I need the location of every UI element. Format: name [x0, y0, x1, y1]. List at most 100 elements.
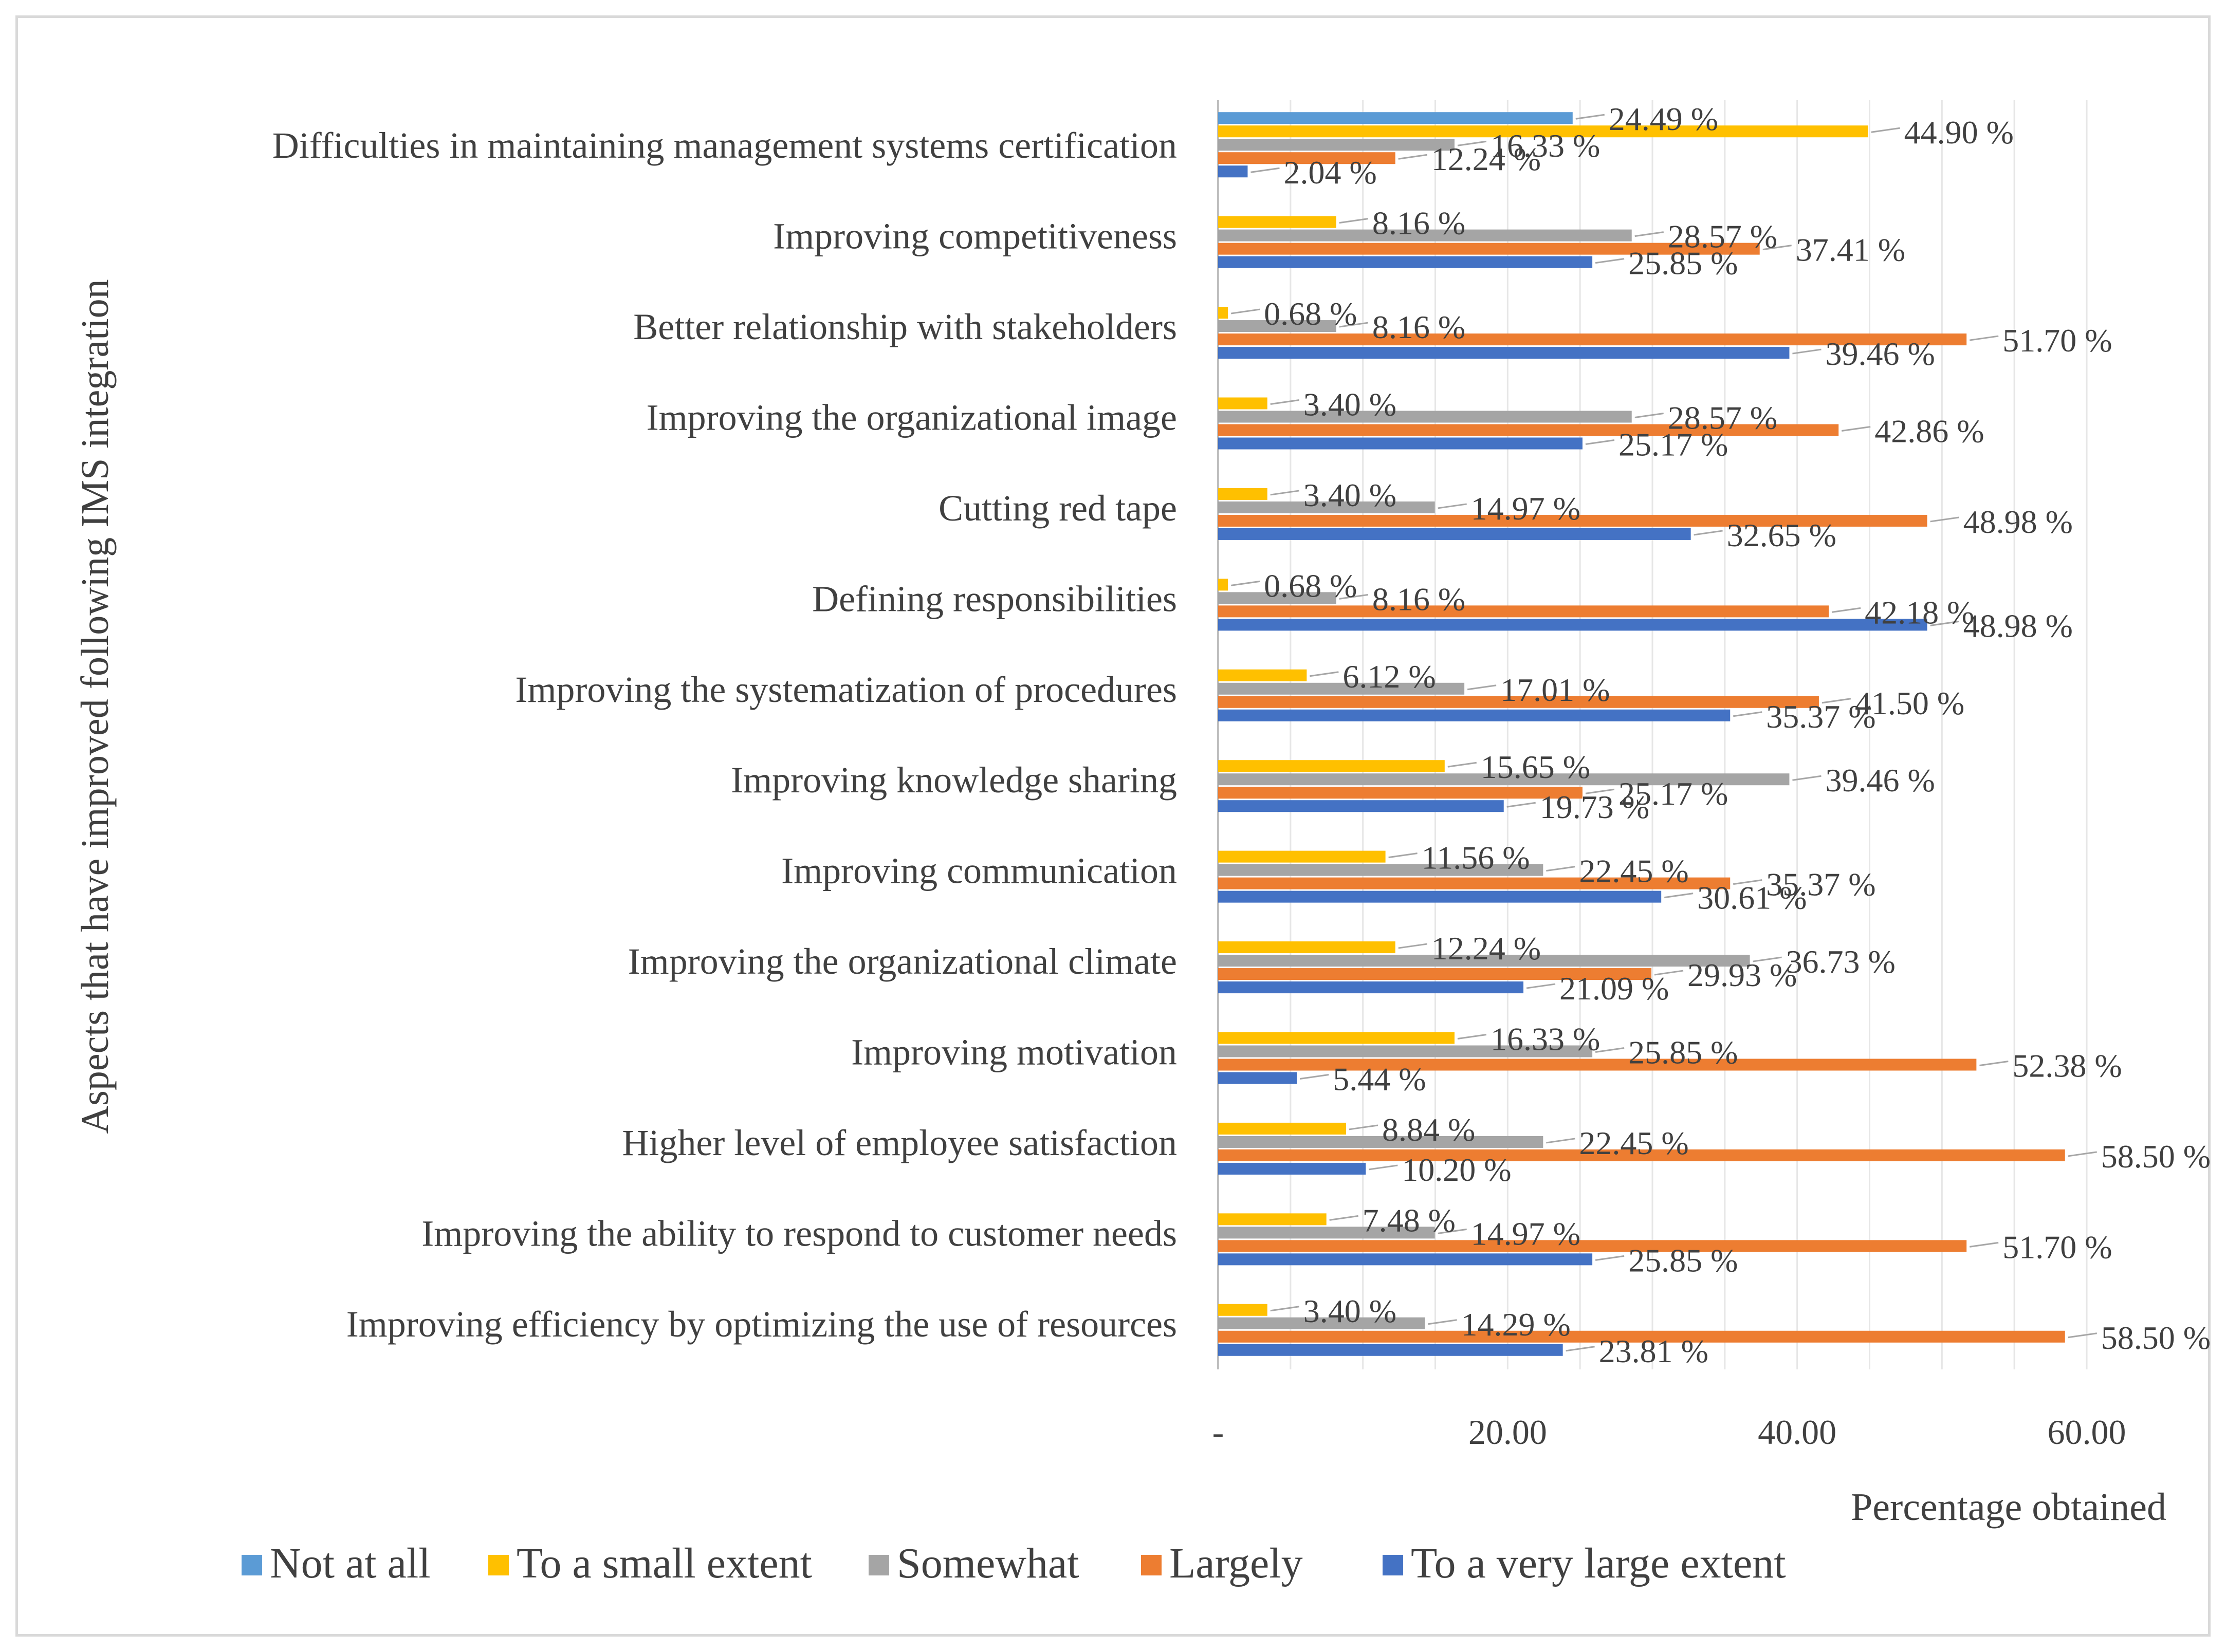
category-label: Improving the organizational climate: [628, 941, 1177, 982]
category-label: Improving communication: [781, 850, 1177, 892]
leader-line: [1300, 1074, 1329, 1080]
data-label: 44.90 %: [1904, 114, 2014, 151]
data-label: 51.70 %: [2002, 322, 2112, 359]
bar: [1218, 1213, 1327, 1226]
bar: [1218, 1149, 2065, 1161]
bar: [1218, 125, 1868, 138]
data-label: 35.37 %: [1766, 698, 1875, 735]
leader-line: [2068, 1151, 2097, 1157]
leader-line: [1270, 490, 1299, 496]
legend-swatch: [869, 1555, 889, 1575]
data-label: 39.46 %: [1825, 336, 1935, 372]
leader-line: [1970, 335, 1999, 341]
data-label: 32.65 %: [1727, 517, 1836, 553]
category-label: Difficulties in maintaining management s…: [272, 125, 1177, 166]
category-label: Higher level of employee satisfaction: [622, 1122, 1177, 1163]
category-label: Improving motivation: [851, 1032, 1177, 1073]
bar: [1218, 850, 1386, 863]
category-label: Improving the ability to respond to cust…: [421, 1213, 1177, 1254]
leader-line: [1339, 322, 1369, 328]
category-label: Improving competitiveness: [773, 216, 1177, 257]
bar: [1218, 1136, 1543, 1148]
leader-line: [1595, 258, 1625, 264]
x-tick-label: 60.00: [2048, 1413, 2126, 1452]
leader-line: [1822, 698, 1851, 704]
data-label: 8.16 %: [1372, 205, 1465, 242]
leader-line: [1634, 413, 1664, 418]
data-label: 35.37 %: [1766, 866, 1875, 903]
leader-line: [1733, 711, 1762, 717]
data-label: 8.16 %: [1372, 309, 1465, 345]
data-label: 5.44 %: [1333, 1061, 1426, 1098]
leader-line: [1753, 956, 1782, 962]
leader-line: [1457, 1034, 1487, 1040]
leader-line: [1831, 607, 1861, 613]
leader-line: [1792, 775, 1822, 781]
data-label: 42.86 %: [1874, 413, 1984, 450]
data-label: 24.49 %: [1609, 101, 1718, 137]
data-label: 2.04 %: [1283, 154, 1376, 191]
bar: [1218, 165, 1248, 178]
leader-line: [1339, 218, 1369, 224]
bar: [1218, 1227, 1435, 1239]
leader-line: [1733, 879, 1762, 885]
leader-line: [1575, 114, 1605, 120]
bar: [1218, 1059, 1977, 1071]
leader-line: [1398, 943, 1427, 949]
data-label: 58.50 %: [2101, 1320, 2211, 1356]
data-label: 39.46 %: [1825, 762, 1935, 799]
data-label: 22.45 %: [1579, 1125, 1688, 1161]
bar: [1218, 347, 1790, 359]
bar: [1218, 1330, 2065, 1343]
data-label: 37.41 %: [1796, 232, 1905, 268]
data-label: 25.85 %: [1628, 1242, 1738, 1278]
data-label: 29.93 %: [1687, 957, 1797, 993]
leader-line: [1388, 852, 1418, 859]
x-tick-label: 20.00: [1468, 1413, 1547, 1452]
category-label: Improving the organizational image: [647, 397, 1177, 438]
leader-line: [1970, 1241, 1999, 1248]
bar: [1218, 1240, 1967, 1252]
category-label: Defining responsibilities: [812, 578, 1177, 619]
bar: [1218, 1122, 1346, 1135]
leader-line: [1871, 127, 1900, 133]
bar: [1218, 877, 1731, 889]
legend-entry: To a very large extent: [1411, 1539, 1786, 1587]
data-label: 12.24 %: [1431, 141, 1541, 177]
bar: [1218, 941, 1395, 954]
category-label: Improving the systematization of procedu…: [515, 669, 1177, 710]
bar: [1218, 256, 1593, 268]
legend-entry: Largely: [1169, 1539, 1303, 1587]
leader-line: [1654, 970, 1684, 976]
data-label: 17.01 %: [1500, 672, 1610, 708]
data-label: 25.85 %: [1628, 245, 1738, 282]
data-label: 11.56 %: [1422, 840, 1530, 876]
leader-line: [1310, 671, 1339, 677]
bar: [1218, 112, 1573, 124]
chart-frame: [15, 15, 2211, 1637]
legend: Not at all To a small extent Somewhat Large…: [242, 1539, 1786, 1587]
data-label: 41.50 %: [1855, 685, 1964, 721]
bar: [1218, 619, 1927, 631]
leader-line: [1930, 516, 1959, 523]
legend-swatch: [1141, 1555, 1162, 1575]
leader-line: [1546, 866, 1575, 872]
leader-line: [1339, 593, 1369, 600]
bar: [1218, 955, 1750, 967]
data-label: 7.48 %: [1363, 1202, 1456, 1238]
bar: [1218, 1032, 1455, 1044]
bar: [1218, 592, 1336, 604]
bar: [1218, 437, 1583, 450]
x-axis-ticks: - 20.00 40.00 60.00: [1212, 1413, 2126, 1452]
bar: [1218, 320, 1336, 332]
bar: [1218, 501, 1435, 513]
data-label: 0.68 %: [1264, 567, 1357, 604]
data-labels: 24.49 % 44.90 % 8.16 % 0.68 % 3.40 % 3.40 % 0.…: [1264, 101, 2211, 1369]
leader-line: [1762, 245, 1792, 251]
bar: [1218, 773, 1790, 786]
data-label: 14.97 %: [1471, 490, 1580, 527]
leader-line: [1329, 1215, 1358, 1221]
bar: [1218, 397, 1267, 410]
data-label: 58.50 %: [2101, 1138, 2211, 1175]
bar: [1218, 1344, 1563, 1356]
